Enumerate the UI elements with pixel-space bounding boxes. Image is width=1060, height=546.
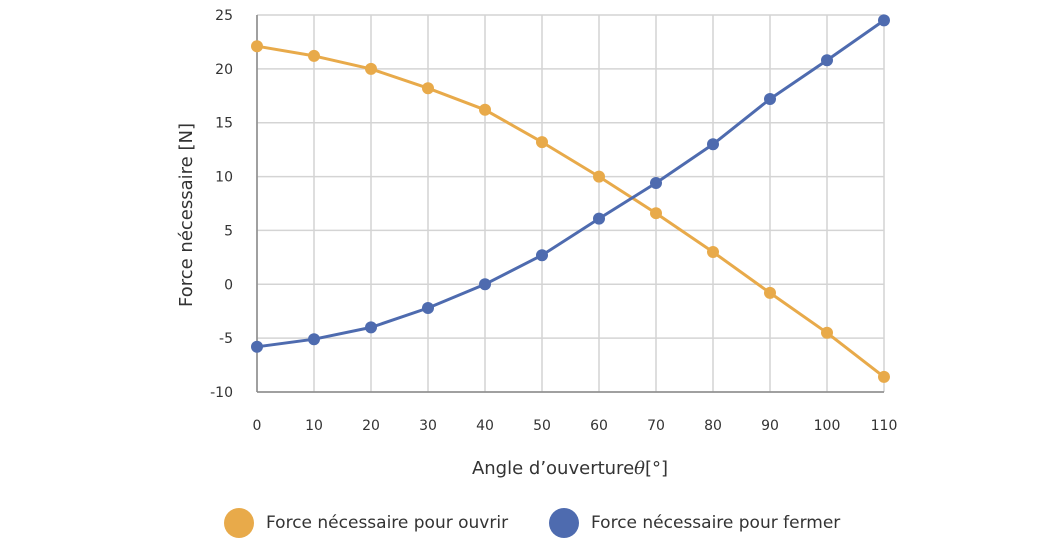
x-tick-label: 100 [814, 418, 841, 434]
legend-label-fermer: Force nécessaire pour fermer [591, 513, 841, 533]
data-point-1 [422, 301, 434, 314]
series-line-1 [256, 19, 885, 349]
legend-swatch-ouvrir [224, 508, 254, 538]
data-point-1 [536, 249, 548, 262]
data-point-0 [821, 326, 833, 339]
x-tick-label: 10 [305, 418, 323, 434]
x-tick-label: 110 [871, 418, 898, 434]
x-tick-label: 0 [253, 418, 262, 434]
data-point-0 [365, 62, 377, 75]
series-group [251, 14, 890, 383]
y-tick-label: 10 [215, 170, 233, 186]
data-point-0 [251, 40, 263, 53]
data-point-0 [650, 207, 662, 220]
data-point-1 [479, 278, 491, 291]
data-point-0 [593, 170, 605, 183]
data-point-0 [308, 49, 320, 62]
y-tick-label: 15 [215, 116, 233, 132]
y-tick-label: 20 [215, 62, 233, 78]
line-chart: -10 -5 0 5 10 15 20 25 0 10 20 30 40 50 60 70 80 90 100 11… [176, 8, 898, 479]
legend-item-ouvrir: Force nécessaire pour ouvrir [224, 508, 508, 538]
axes [256, 15, 884, 393]
x-tick-label: 70 [647, 418, 665, 434]
data-point-1 [308, 333, 320, 346]
x-axis-title: Angle d’ouvertureθ[°] [472, 458, 668, 479]
data-point-1 [821, 54, 833, 67]
x-tick-label: 60 [590, 418, 608, 434]
data-point-0 [764, 286, 776, 299]
data-point-1 [707, 138, 719, 151]
legend-label-ouvrir: Force nécessaire pour ouvrir [266, 513, 509, 533]
x-tick-label: 20 [362, 418, 380, 434]
x-tick-label: 90 [761, 418, 779, 434]
y-tick-label: -5 [219, 331, 233, 347]
legend: Force nécessaire pour ouvrir Force néces… [0, 508, 1060, 544]
legend-swatch-fermer [549, 508, 579, 538]
x-tick-label: 80 [704, 418, 722, 434]
data-point-0 [479, 103, 491, 116]
data-point-1 [593, 212, 605, 225]
data-point-0 [878, 370, 890, 383]
x-tick-label: 50 [533, 418, 551, 434]
data-point-0 [536, 136, 548, 149]
y-tick-labels: -10 -5 0 5 10 15 20 25 [210, 8, 233, 401]
data-point-1 [764, 93, 776, 106]
y-tick-label: 5 [224, 223, 233, 239]
x-tick-label: 30 [419, 418, 437, 434]
y-tick-label: 25 [215, 8, 233, 24]
x-tick-labels: 0 10 20 30 40 50 60 70 80 90 100 110 [253, 418, 898, 434]
x-tick-label: 40 [476, 418, 494, 434]
y-axis-title: Force nécessaire [N] [176, 123, 197, 307]
series-line-0 [256, 44, 885, 379]
legend-item-fermer: Force nécessaire pour fermer [549, 508, 840, 538]
y-tick-label: -10 [210, 385, 233, 401]
data-point-0 [422, 82, 434, 95]
grid-lines [256, 14, 885, 393]
data-point-1 [650, 177, 662, 190]
data-point-1 [878, 14, 890, 27]
data-point-1 [365, 321, 377, 334]
data-point-0 [707, 245, 719, 258]
y-tick-label: 0 [224, 277, 233, 293]
data-point-1 [251, 340, 263, 353]
